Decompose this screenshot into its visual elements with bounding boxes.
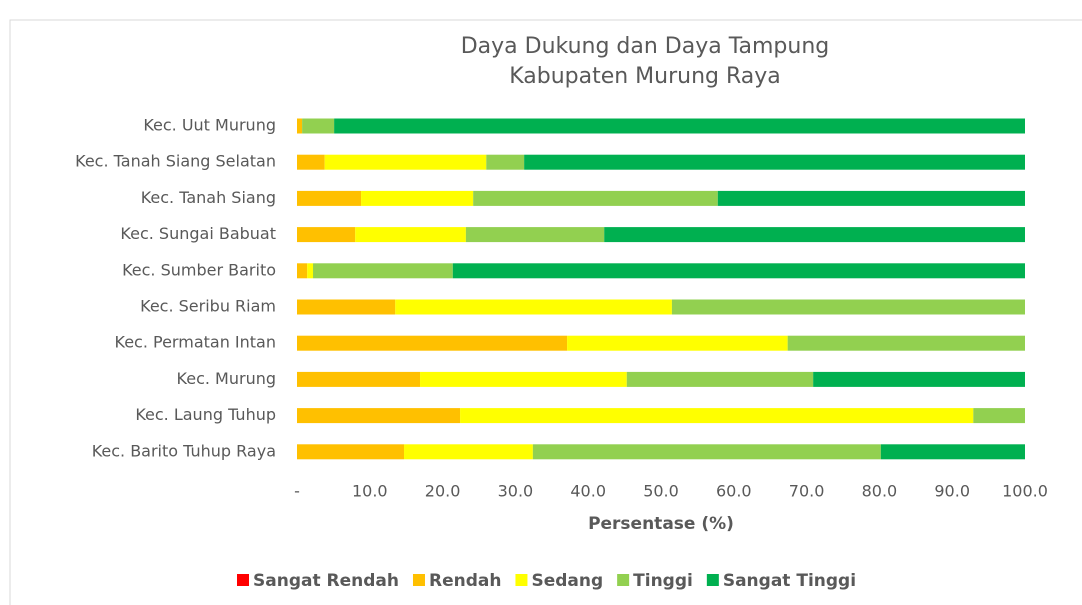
bar-segment bbox=[297, 118, 303, 134]
x-tick-label: 10.0 bbox=[352, 482, 388, 501]
x-tick-label: 40.0 bbox=[570, 482, 606, 501]
bar-segment bbox=[307, 263, 314, 279]
legend-swatch bbox=[706, 574, 719, 586]
x-tick-label: - bbox=[294, 482, 300, 501]
bar-segment bbox=[297, 408, 461, 424]
bar-segment bbox=[813, 371, 1025, 387]
bar-segment bbox=[717, 190, 1025, 206]
x-tick-label: 90.0 bbox=[934, 482, 970, 501]
chart-title: Daya Dukung dan Daya Tampung bbox=[461, 34, 830, 59]
bar-segment bbox=[297, 227, 356, 243]
bar-segment bbox=[313, 263, 453, 279]
legend-swatch bbox=[515, 574, 528, 586]
y-tick-label: Kec. Barito Tuhup Raya bbox=[92, 441, 276, 460]
y-tick-label: Kec. Laung Tuhup bbox=[135, 405, 276, 424]
bar-segment bbox=[671, 299, 1025, 315]
legend-swatch bbox=[412, 574, 425, 586]
bar-segment bbox=[460, 408, 974, 424]
bar-segment bbox=[297, 190, 362, 206]
x-tick-label: 20.0 bbox=[425, 482, 461, 501]
bar-segment bbox=[297, 335, 568, 351]
x-tick-label: 50.0 bbox=[643, 482, 679, 501]
legend-label: Sangat Tinggi bbox=[723, 571, 856, 591]
legend-label: Sangat Rendah bbox=[253, 571, 399, 591]
y-tick-label: Kec. Sumber Barito bbox=[122, 260, 276, 279]
bar-segment bbox=[973, 408, 1025, 424]
bar-segment bbox=[361, 190, 474, 206]
bar-segment bbox=[465, 227, 605, 243]
bar-segment bbox=[297, 444, 405, 460]
bar-segment bbox=[604, 227, 1025, 243]
bar-segment bbox=[567, 335, 788, 351]
y-tick-label: Kec. Permatan Intan bbox=[115, 333, 277, 352]
y-tick-label: Kec. Tanah Siang Selatan bbox=[75, 152, 276, 171]
legend-swatch bbox=[237, 574, 249, 586]
bar-segment bbox=[473, 190, 718, 206]
x-tick-label: 100.0 bbox=[1002, 482, 1048, 501]
y-tick-label: Kec. Uut Murung bbox=[143, 116, 276, 135]
legend-label: Rendah bbox=[429, 571, 501, 591]
bar-segment bbox=[626, 371, 814, 387]
bar-segment bbox=[297, 154, 325, 170]
bar-segment bbox=[486, 154, 525, 170]
bar-segment bbox=[404, 444, 533, 460]
legend-swatch bbox=[617, 574, 630, 586]
bar-segment bbox=[355, 227, 466, 243]
x-tick-label: 30.0 bbox=[498, 482, 534, 501]
x-tick-label: 70.0 bbox=[789, 482, 825, 501]
bar-segment bbox=[787, 335, 1025, 351]
bar-segment bbox=[532, 444, 881, 460]
legend-label: Tinggi bbox=[633, 571, 693, 591]
bar-segment bbox=[395, 299, 672, 315]
bar-segment bbox=[452, 263, 1025, 279]
chart-subtitle: Kabupaten Murung Raya bbox=[509, 64, 781, 89]
y-tick-label: Kec. Seribu Riam bbox=[140, 297, 276, 316]
bar-segment bbox=[334, 118, 1025, 134]
chart-border bbox=[9, 19, 1082, 605]
bar-segment bbox=[297, 263, 308, 279]
y-tick-label: Kec. Tanah Siang bbox=[141, 188, 276, 207]
y-tick-label: Kec. Murung bbox=[177, 369, 276, 388]
x-axis-title: Persentase (%) bbox=[588, 514, 734, 534]
legend-label: Sedang bbox=[531, 571, 603, 591]
bar-segment bbox=[302, 118, 335, 134]
x-tick-label: 60.0 bbox=[716, 482, 752, 501]
bar-segment bbox=[420, 371, 627, 387]
x-tick-label: 80.0 bbox=[862, 482, 898, 501]
bar-segment bbox=[324, 154, 487, 170]
bar-segment bbox=[297, 371, 421, 387]
bar-segment bbox=[524, 154, 1025, 170]
bar-segment bbox=[297, 299, 396, 315]
y-tick-label: Kec. Sungai Babuat bbox=[120, 224, 276, 243]
bar-segment bbox=[880, 444, 1025, 460]
